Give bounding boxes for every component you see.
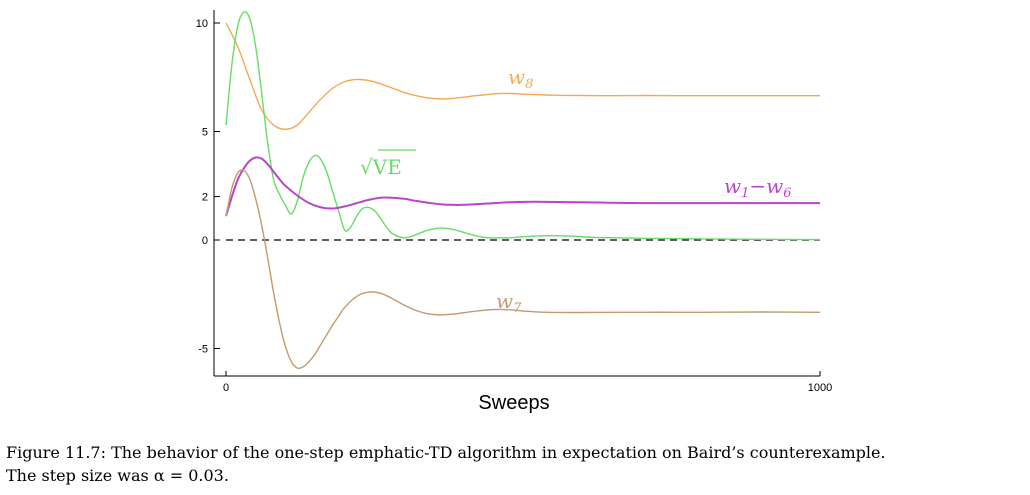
y-tick-label: 0 xyxy=(202,235,208,247)
series-line-w7 xyxy=(225,169,821,370)
series-lines xyxy=(225,11,821,370)
caption-line-2: The step size was α = 0.03. xyxy=(6,466,229,485)
series-line-w1-w6 xyxy=(225,156,820,217)
y-tick-label: 5 xyxy=(202,127,208,139)
x-ticks: 0 1000 xyxy=(223,371,832,394)
caption-line-1: Figure 11.7: The behavior of the one-ste… xyxy=(6,443,886,462)
series-label-w7: w7 xyxy=(496,289,522,316)
series-line-sqrt-ve xyxy=(225,11,821,241)
x-axis-label: Sweeps xyxy=(478,392,549,414)
y-tick-label: 10 xyxy=(196,18,208,30)
x-tick-label: 0 xyxy=(223,382,229,394)
figure-caption: Figure 11.7: The behavior of the one-ste… xyxy=(6,441,1026,487)
y-ticks: 10 5 2 0 -5 xyxy=(196,18,220,356)
series-label-w1-w6: w1−w6 xyxy=(724,174,792,201)
series-label-w8: w8 xyxy=(508,65,533,92)
axes xyxy=(213,10,820,377)
y-tick-label: -5 xyxy=(198,344,208,356)
series-label-sqrt-ve: √VE xyxy=(360,155,402,179)
x-tick-label: 1000 xyxy=(808,382,832,394)
series-line-w8 xyxy=(225,22,820,131)
chart: 10 5 2 0 -5 0 1000 Sweeps w8 √VE w1−w6 w7 xyxy=(196,10,832,414)
y-tick-label: 2 xyxy=(202,192,208,204)
